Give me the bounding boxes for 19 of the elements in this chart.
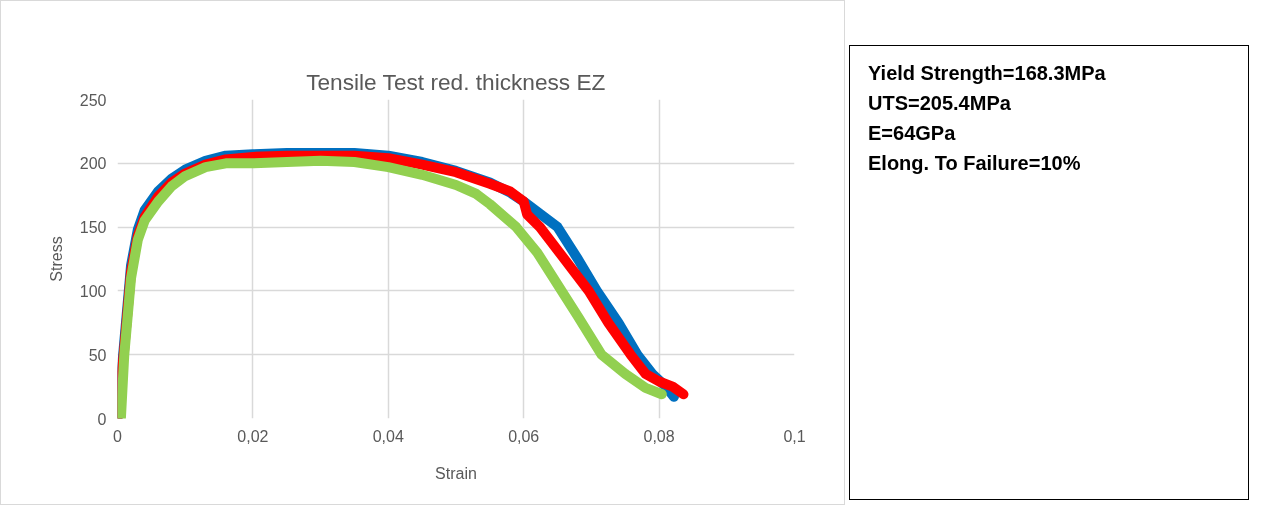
y-tick-label: 150 — [79, 219, 107, 237]
text: UTS=205.4MPa — [868, 92, 1011, 114]
x-tick-label: 0,1 — [783, 427, 806, 445]
y-tick-label: 100 — [79, 282, 107, 300]
x-tick-label: 0,02 — [237, 427, 269, 445]
text: Yield Strength=168.3MPa — [868, 62, 1106, 84]
x-tick-label: 0 — [113, 427, 123, 445]
chart-title: Tensile Test red. thickness EZ — [306, 68, 606, 95]
y-axis-title: Stress — [47, 236, 65, 282]
text: E=64GPa — [868, 122, 956, 144]
x-axis-title: Strain — [435, 464, 477, 482]
x-tick-label: 0,04 — [372, 427, 404, 445]
y-tick-label: 250 — [79, 91, 107, 109]
text: Elong. To Failure=10% — [868, 152, 1081, 174]
x-tick-label: 0,08 — [643, 427, 675, 445]
y-tick-label: 0 — [97, 410, 107, 428]
y-tick-label: 50 — [88, 346, 107, 364]
x-tick-label: 0,06 — [508, 427, 540, 445]
y-tick-label: 200 — [79, 155, 107, 173]
